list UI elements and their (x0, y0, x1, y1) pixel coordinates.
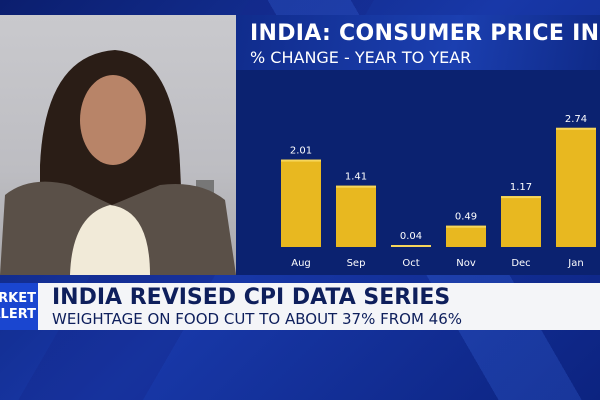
data-label: 1.17 (510, 182, 532, 193)
guest-face (80, 75, 146, 165)
chart-title: INDIA: CONSUMER PRICE INDEX (250, 21, 600, 46)
data-label: 1.41 (345, 172, 367, 183)
bar-highlight (336, 185, 376, 188)
bar-highlight (391, 245, 431, 247)
data-label: 2.01 (290, 146, 312, 157)
x-tick-label: Jan (567, 258, 583, 269)
data-label: 0.04 (400, 231, 422, 242)
bar-chart: 2.01 Aug 1.41 Sep 0.04 Oct 0.49 Nov 1.17 Dec 2.74 J… (281, 114, 596, 269)
lower-third-banner: INDIA REVISED CPI DATA SERIES WEIGHTAGE … (38, 283, 600, 330)
bar-dec (501, 196, 541, 247)
data-label: 0.49 (455, 212, 477, 223)
x-tick-label: Aug (291, 258, 311, 269)
x-tick-label: Sep (347, 258, 366, 269)
tag-line-2: ALERT (0, 307, 36, 322)
guest-figure (0, 50, 236, 275)
market-alert-tag: MARKET ALERT (0, 283, 38, 330)
bar-highlight (281, 159, 321, 162)
bar-jan (556, 127, 596, 247)
cpi-chart-panel: INDIA: CONSUMER PRICE INDEX % CHANGE - Y… (236, 15, 600, 275)
bar-highlight (446, 225, 486, 228)
tag-line-1: MARKET (0, 291, 36, 306)
chart-header (236, 15, 600, 70)
subheadline: WEIGHTAGE ON FOOD CUT TO ABOUT 37% FROM … (52, 310, 462, 328)
bar-highlight (556, 127, 596, 130)
x-tick-label: Oct (402, 258, 419, 269)
chart-subtitle: % CHANGE - YEAR TO YEAR (250, 48, 472, 67)
data-label: 2.74 (565, 114, 587, 125)
bar-nov (446, 225, 486, 247)
bar-sep (336, 185, 376, 247)
x-tick-label: Nov (456, 258, 476, 269)
guest-video-feed (0, 15, 236, 275)
bar-aug (281, 159, 321, 247)
guest-top (70, 205, 150, 275)
bar-highlight (501, 196, 541, 199)
headline: INDIA REVISED CPI DATA SERIES (52, 285, 451, 310)
x-tick-label: Dec (511, 258, 530, 269)
